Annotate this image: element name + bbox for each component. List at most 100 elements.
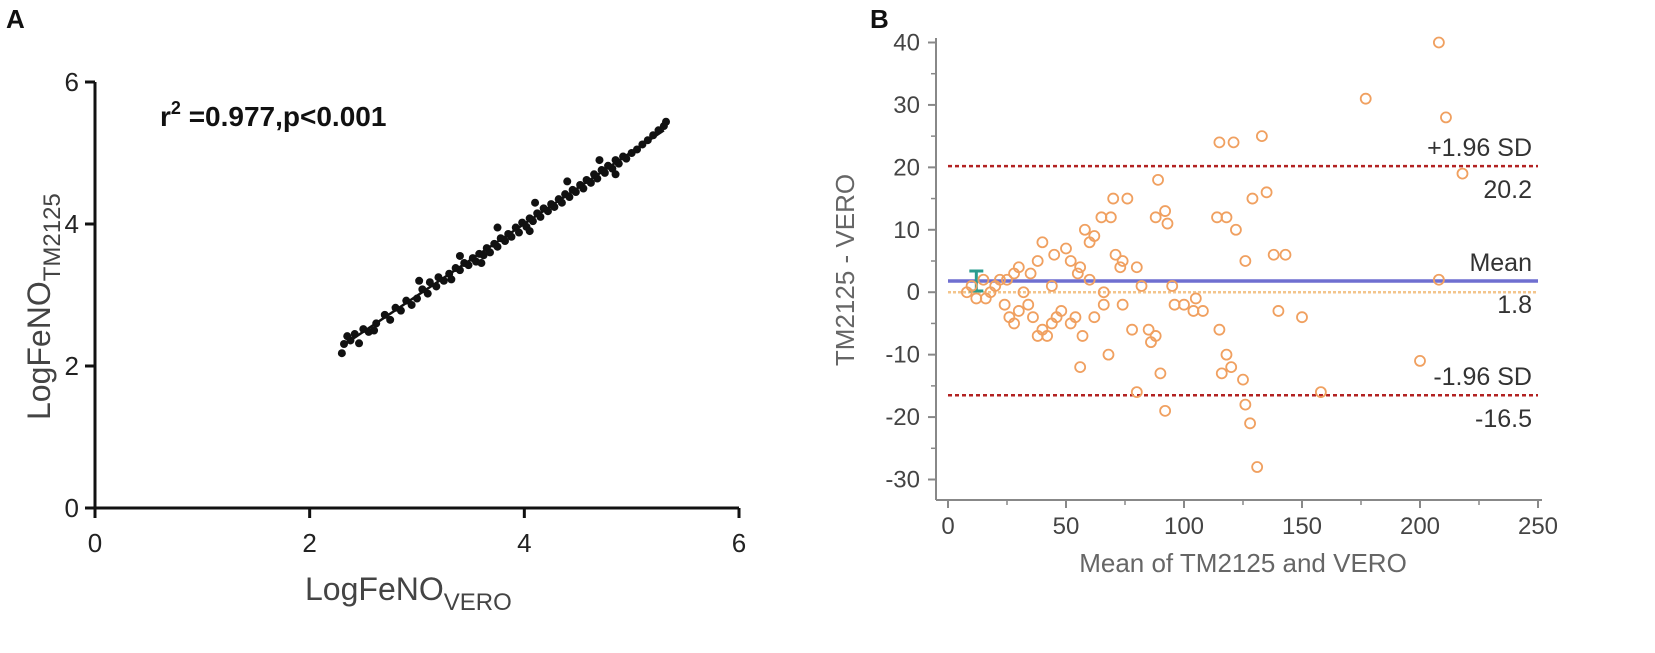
data-point: [1149, 211, 1162, 224]
data-point: [1161, 217, 1174, 230]
x-tick-label: 150: [1282, 513, 1322, 540]
x-tick-label: 100: [1164, 513, 1204, 540]
data-point: [355, 339, 364, 348]
data-point: [1095, 211, 1108, 224]
y-tick-label: 0: [65, 493, 79, 523]
data-point: [407, 300, 416, 309]
data-point: [1017, 286, 1030, 299]
data-point: [1237, 373, 1249, 386]
x-label-sub: VERO: [444, 589, 512, 616]
data-point: [1152, 173, 1164, 186]
data-point: [1142, 323, 1155, 336]
data-point: [1166, 280, 1179, 292]
annotation-r: r: [160, 101, 171, 132]
data-point: [1314, 386, 1327, 399]
data-point: [1440, 111, 1452, 124]
data-point: [1189, 292, 1202, 305]
annotation-sup: 2: [171, 98, 181, 118]
panel-label-a: A: [6, 4, 25, 34]
y-tick-label: 10: [893, 217, 920, 244]
data-point: [425, 278, 434, 287]
data-point: [1126, 323, 1138, 336]
data-point: [1227, 136, 1240, 149]
y-axis-label: TM2125 - VERO: [830, 174, 860, 366]
y-tick-label: 40: [893, 29, 920, 56]
data-point: [1220, 211, 1233, 224]
y-tick-label: -20: [885, 404, 920, 431]
data-point: [1022, 298, 1035, 311]
data-point: [595, 156, 604, 165]
data-point: [1121, 192, 1134, 205]
data-point: [1088, 230, 1101, 242]
data-point: [1078, 223, 1091, 236]
data-point: [1001, 273, 1013, 286]
data-point: [1215, 367, 1228, 380]
data-point: [1076, 330, 1089, 342]
data-point: [337, 349, 346, 358]
x-axis-label: LogFeNOVERO: [305, 571, 512, 616]
y-tick-label: 0: [907, 279, 920, 306]
data-point: [1097, 286, 1110, 299]
data-point: [1213, 323, 1226, 336]
data-point: [1251, 461, 1264, 473]
data-point: [1230, 223, 1242, 236]
y-axis-label: LogFeNOTM2125: [21, 193, 66, 420]
data-point: [1255, 130, 1268, 143]
data-point: [1064, 255, 1077, 267]
data-point: [1104, 211, 1117, 224]
data-point: [1083, 273, 1096, 286]
data-point: [1130, 261, 1143, 274]
data-point: [1031, 255, 1044, 267]
mean-value: 1.8: [1497, 291, 1532, 319]
data-point: [1196, 305, 1209, 317]
data-point: [493, 223, 502, 232]
data-point: [1272, 305, 1285, 317]
data-point: [1178, 298, 1190, 311]
lower-limit-value: -16.5: [1475, 405, 1532, 433]
data-point: [1267, 248, 1280, 261]
y-tick-label: -30: [885, 467, 920, 494]
x-label-main: LogFeNO: [305, 571, 444, 607]
data-point: [960, 286, 973, 299]
data-point: [1246, 192, 1259, 205]
data-point: [1055, 305, 1068, 317]
data-point: [998, 298, 1011, 311]
data-point: [1114, 261, 1127, 274]
data-point: [531, 198, 540, 207]
data-point: [1045, 280, 1058, 292]
data-point: [1187, 305, 1200, 317]
upper-limit-label: +1.96 SD: [1427, 134, 1532, 162]
data-point: [1060, 242, 1072, 255]
x-tick-label: 4: [517, 528, 531, 558]
x-tick-label: 0: [941, 513, 954, 540]
data-point: [1432, 36, 1445, 49]
data-point: [977, 273, 990, 286]
data-point: [370, 326, 379, 335]
data-point: [1168, 298, 1181, 311]
data-point: [1069, 311, 1082, 324]
data-point: [1116, 255, 1129, 267]
mean-label: Mean: [1469, 249, 1532, 277]
data-point: [1244, 417, 1256, 430]
data-point: [1008, 317, 1020, 330]
x-tick-label: 250: [1518, 513, 1558, 540]
data-point: [514, 228, 523, 237]
x-tick-label: 2: [302, 528, 316, 558]
data-point: [1116, 298, 1129, 311]
y-label-main: LogFeNO: [21, 281, 57, 420]
y-tick-label: 2: [65, 351, 79, 381]
y-tick-label: 4: [65, 209, 79, 239]
data-point: [1296, 311, 1308, 324]
y-tick-label: 20: [893, 154, 920, 181]
data-point: [447, 275, 456, 284]
data-point: [493, 242, 502, 251]
y-tick-label: -10: [885, 342, 920, 369]
data-point: [1012, 305, 1025, 317]
data-point: [1088, 311, 1101, 324]
upper-limit-value: 20.2: [1483, 176, 1532, 204]
data-point: [423, 289, 432, 298]
data-point: [1414, 354, 1426, 367]
y-label-sub: TM2125: [39, 193, 66, 281]
data-point: [1027, 311, 1039, 324]
